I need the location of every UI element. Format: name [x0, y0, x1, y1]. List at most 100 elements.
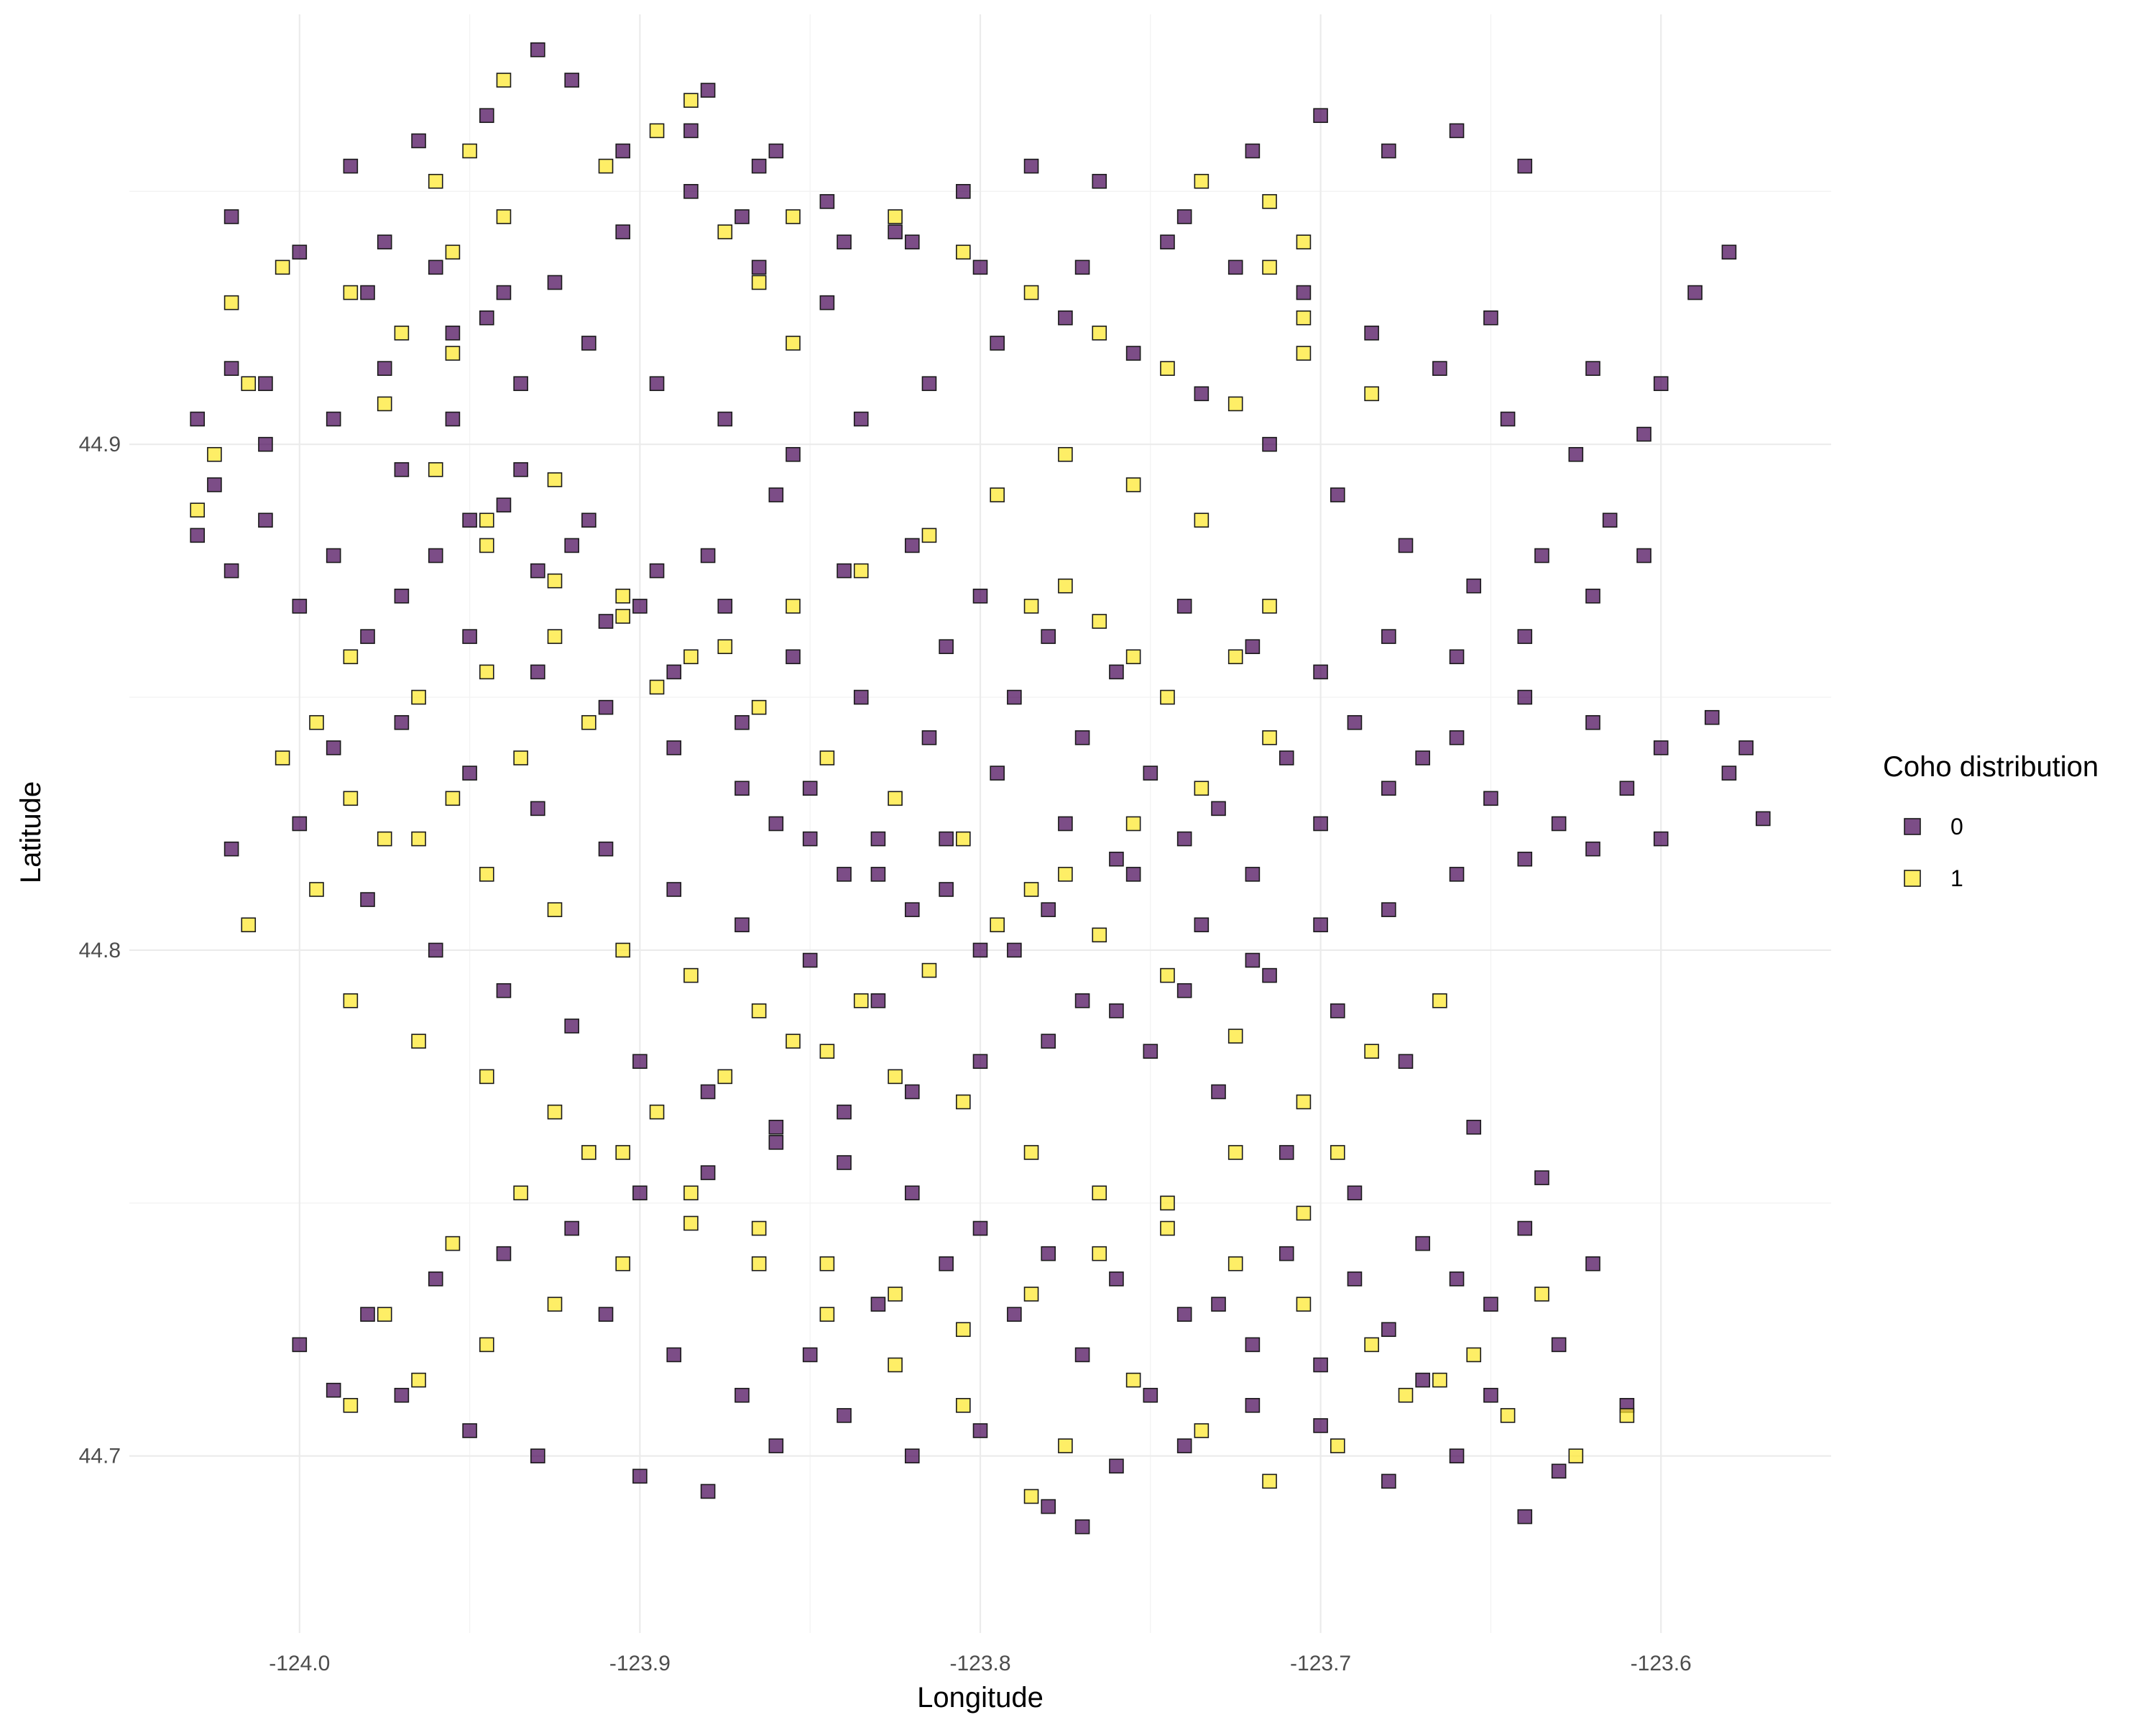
data-point-1 [1296, 1297, 1312, 1312]
data-point-0 [258, 376, 273, 392]
data-point-0 [972, 259, 988, 275]
data-point-0 [1176, 1438, 1192, 1453]
data-point-0 [1381, 1322, 1396, 1338]
data-point-0 [734, 209, 750, 224]
data-point-0 [802, 831, 818, 847]
data-point-0 [1551, 1337, 1567, 1353]
data-point-1 [1125, 1372, 1141, 1388]
data-point-1 [888, 791, 903, 806]
data-point-0 [972, 589, 988, 604]
data-point-0 [751, 158, 767, 174]
data-point-0 [768, 816, 784, 832]
data-point-1 [853, 993, 869, 1008]
data-point-1 [683, 1185, 699, 1201]
data-point-1 [1160, 1220, 1175, 1236]
data-point-0 [1296, 285, 1312, 300]
data-point-0 [1125, 867, 1141, 882]
data-point-1 [1160, 361, 1175, 376]
data-point-0 [1109, 1271, 1124, 1287]
data-point-0 [700, 548, 716, 564]
data-point-0 [1449, 649, 1465, 665]
data-point-0 [853, 411, 869, 427]
data-point-0 [224, 209, 239, 224]
data-point-0 [530, 801, 545, 816]
data-point-0 [1058, 816, 1073, 832]
data-point-0 [411, 133, 426, 149]
data-point-1 [581, 714, 596, 730]
data-point-1 [479, 664, 494, 680]
data-point-1 [598, 158, 614, 174]
data-point-0 [326, 740, 341, 755]
data-point-0 [1109, 851, 1124, 867]
data-point-0 [1245, 952, 1261, 968]
data-point-0 [292, 816, 308, 832]
data-point-0 [292, 244, 308, 260]
data-point-0 [598, 614, 614, 629]
data-point-0 [1007, 1307, 1022, 1322]
data-point-0 [1483, 1387, 1498, 1403]
data-point-0 [1211, 801, 1226, 816]
data-point-0 [1279, 750, 1294, 765]
data-point-1 [496, 209, 512, 224]
data-point-0 [904, 234, 920, 249]
data-point-0 [870, 993, 886, 1008]
data-point-1 [1262, 1473, 1277, 1489]
data-point-1 [1058, 446, 1073, 462]
legend-label-0: 0 [1950, 814, 1963, 840]
data-point-1 [275, 750, 290, 765]
data-point-0 [632, 1054, 648, 1070]
data-point-1 [1296, 234, 1312, 249]
data-point-1 [1227, 1145, 1243, 1160]
data-point-0 [1347, 714, 1363, 730]
data-point-0 [990, 765, 1005, 781]
x-axis-title: Longitude [917, 1682, 1044, 1714]
data-point-0 [802, 1347, 818, 1363]
data-point-1 [717, 1069, 733, 1085]
data-point-0 [700, 1165, 716, 1180]
data-point-1 [888, 1069, 903, 1085]
data-point-0 [1381, 781, 1396, 796]
data-point-0 [1721, 244, 1737, 260]
data-point-0 [598, 1307, 614, 1322]
data-point-1 [1058, 578, 1073, 594]
data-point-1 [343, 649, 359, 665]
data-point-0 [496, 497, 512, 512]
data-point-1 [1330, 1438, 1345, 1453]
data-point-1 [717, 224, 733, 239]
data-point-0 [1517, 629, 1533, 644]
legend-key-1 [1904, 870, 1921, 887]
data-point-0 [1227, 259, 1243, 275]
data-point-0 [1109, 1458, 1124, 1474]
data-point-0 [1483, 1297, 1498, 1312]
data-point-0 [428, 942, 443, 958]
data-point-1 [1023, 285, 1039, 300]
data-point-1 [377, 396, 392, 412]
data-point-1 [615, 589, 631, 604]
data-point-0 [786, 446, 801, 462]
data-point-0 [1176, 209, 1192, 224]
data-point-0 [734, 781, 750, 796]
y-axis-title: Latitude [15, 781, 47, 883]
data-point-0 [1381, 902, 1396, 917]
data-point-0 [1585, 1256, 1600, 1271]
data-point-0 [1041, 1034, 1056, 1049]
data-point-0 [1449, 123, 1465, 139]
data-point-0 [1279, 1246, 1294, 1261]
data-point-1 [956, 244, 971, 260]
data-point-1 [1125, 477, 1141, 492]
data-point-1 [1619, 1408, 1635, 1423]
data-point-0 [1330, 487, 1345, 502]
y-tick-label: 44.8 [79, 939, 121, 962]
data-point-0 [700, 1484, 716, 1499]
data-point-0 [700, 1084, 716, 1100]
data-point-0 [802, 952, 818, 968]
data-point-0 [1653, 376, 1669, 392]
data-point-1 [377, 831, 392, 847]
data-point-0 [1211, 1297, 1226, 1312]
data-point-0 [326, 1382, 341, 1398]
data-point-1 [1330, 1145, 1345, 1160]
data-point-0 [1483, 310, 1498, 326]
data-point-0 [1109, 1003, 1124, 1018]
data-point-0 [921, 730, 937, 745]
data-point-0 [224, 361, 239, 376]
